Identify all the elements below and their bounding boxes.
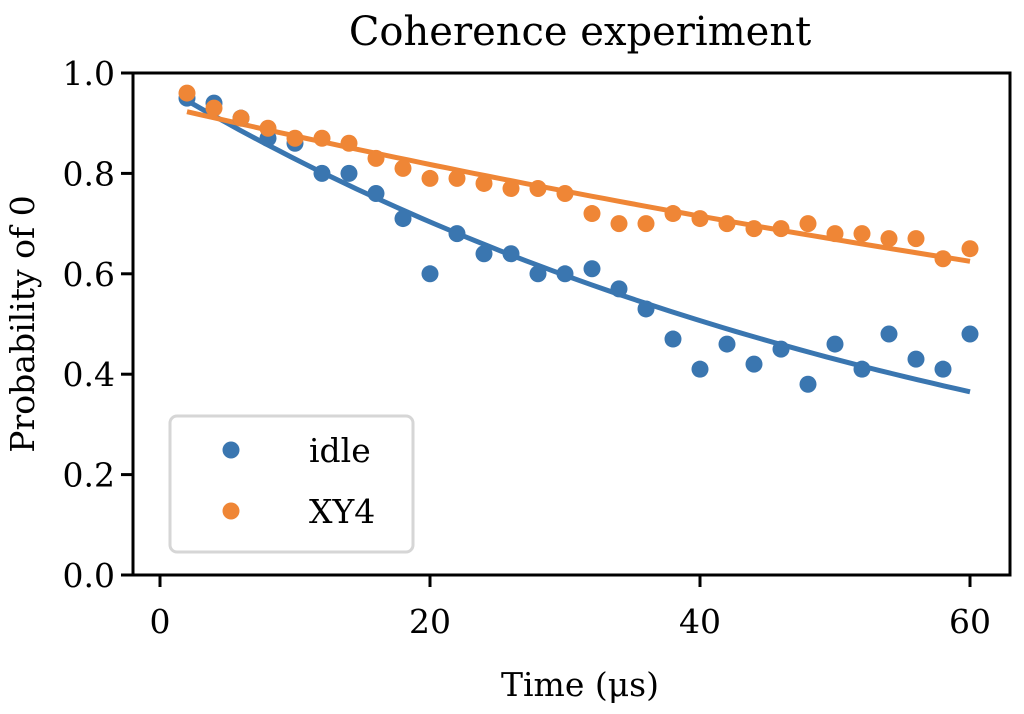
data-point-idle [907, 350, 925, 368]
y-tick-label: 0.6 [63, 255, 115, 294]
data-point-xy4 [178, 84, 196, 102]
data-point-idle [448, 225, 466, 243]
data-point-xy4 [637, 215, 655, 233]
legend-box [168, 414, 415, 554]
data-point-xy4 [718, 215, 736, 233]
data-point-idle [610, 280, 628, 298]
data-point-xy4 [880, 230, 898, 248]
x-tick-label: 40 [679, 602, 721, 641]
data-point-idle [664, 330, 682, 348]
data-point-xy4 [826, 225, 844, 243]
data-point-xy4 [313, 129, 331, 147]
data-point-idle [394, 210, 412, 228]
y-tick-label: 0.2 [63, 456, 115, 495]
data-point-xy4 [799, 215, 817, 233]
plot-area: 0 20 40 60 0.0 0.2 0.4 0.6 0.8 1.0 [63, 54, 1012, 641]
x-tick-label: 60 [949, 602, 991, 641]
data-point-idle [745, 355, 763, 373]
data-point-xy4 [745, 220, 763, 238]
data-point-xy4 [934, 250, 952, 268]
y-tick-label: 0.0 [63, 556, 115, 595]
y-axis-label: Probability of 0 [3, 195, 42, 452]
data-point-xy4 [475, 174, 493, 192]
chart-title: Coherence experiment [349, 9, 811, 55]
x-tick-label: 20 [409, 602, 451, 641]
data-point-idle [853, 360, 871, 378]
data-point-xy4 [556, 184, 574, 202]
x-tick-label: 0 [150, 602, 171, 641]
data-point-idle [826, 335, 844, 353]
data-point-xy4 [610, 215, 628, 233]
legend-marker-idle [222, 441, 240, 459]
data-point-xy4 [367, 149, 385, 167]
y-tick-label: 0.8 [63, 154, 115, 193]
data-point-idle [637, 300, 655, 318]
data-point-idle [961, 325, 979, 343]
data-point-idle [313, 164, 331, 182]
data-point-xy4 [394, 159, 412, 177]
data-point-xy4 [205, 99, 223, 117]
data-point-xy4 [448, 169, 466, 187]
data-point-xy4 [583, 205, 601, 223]
axes-frame [131, 71, 1012, 577]
data-point-idle [421, 265, 439, 283]
y-tick-label: 0.4 [63, 355, 115, 394]
data-point-xy4 [691, 210, 709, 228]
data-point-xy4 [340, 134, 358, 152]
data-point-idle [529, 265, 547, 283]
data-point-xy4 [421, 169, 439, 187]
data-point-idle [340, 164, 358, 182]
data-point-xy4 [772, 220, 790, 238]
data-point-idle [367, 184, 385, 202]
legend-marker-xy4 [222, 502, 240, 520]
x-axis-label: Time (μs) [501, 665, 659, 704]
data-point-idle [934, 360, 952, 378]
legend-label-xy4: XY4 [309, 492, 375, 531]
data-point-xy4 [529, 179, 547, 197]
data-point-idle [718, 335, 736, 353]
fit-line-xy4 [186, 109, 971, 264]
data-point-idle [556, 265, 574, 283]
y-tick-label: 1.0 [63, 54, 115, 93]
data-point-idle [502, 245, 520, 263]
data-point-idle [691, 360, 709, 378]
data-point-idle [583, 260, 601, 278]
data-point-xy4 [664, 205, 682, 223]
data-point-idle [880, 325, 898, 343]
data-point-xy4 [961, 240, 979, 258]
data-point-xy4 [853, 225, 871, 243]
data-point-xy4 [232, 109, 250, 127]
data-point-idle [799, 375, 817, 393]
data-point-xy4 [286, 129, 304, 147]
data-point-idle [772, 340, 790, 358]
data-point-xy4 [259, 119, 277, 137]
data-point-idle [475, 245, 493, 263]
data-point-xy4 [502, 179, 520, 197]
fit-line-idle [185, 98, 971, 395]
data-point-xy4 [907, 230, 925, 248]
legend: idle XY4 [168, 414, 415, 554]
legend-label-idle: idle [309, 431, 371, 470]
